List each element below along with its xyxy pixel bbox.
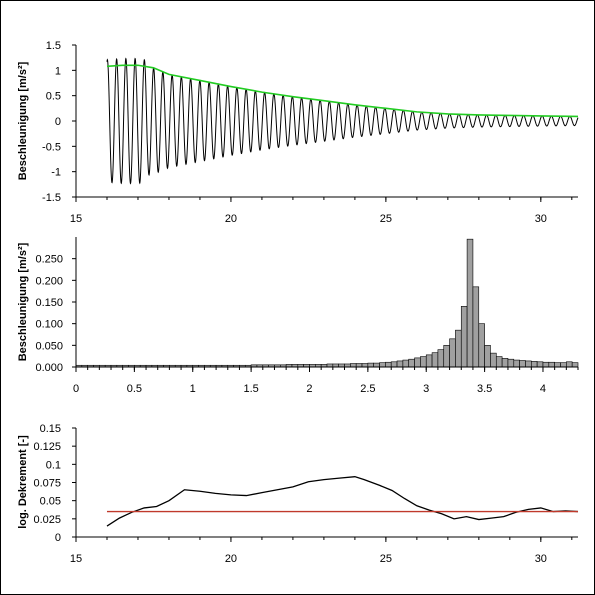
x-tick-label: 0: [73, 383, 79, 395]
bar: [501, 358, 509, 368]
y-tick-label: 0.075: [33, 478, 61, 490]
bar: [460, 306, 468, 368]
y-tick-label: 0.100: [35, 319, 63, 331]
bar: [560, 362, 567, 368]
x-tick-label: 3.5: [477, 383, 492, 395]
bar: [531, 361, 538, 368]
x-tick-label: 2: [306, 383, 312, 395]
bar: [350, 363, 357, 368]
y-tick-label: 1.5: [46, 40, 61, 52]
bar: [449, 338, 456, 368]
bar: [548, 361, 555, 368]
y-axis-label: Beschleunigung [m/s²]: [17, 242, 29, 361]
bar: [542, 361, 550, 368]
bar: [379, 362, 386, 368]
y-tick-label: -0.5: [42, 141, 61, 153]
y-axis-label: Beschleunigung [m/s²]: [17, 61, 29, 180]
y-tick-label: -1: [51, 167, 61, 179]
bar: [519, 360, 526, 368]
bar: [571, 362, 579, 368]
x-tick-label: 30: [535, 553, 547, 565]
bar: [414, 357, 421, 368]
bar: [490, 352, 497, 368]
bar: [495, 356, 503, 368]
x-tick-label: 3: [423, 383, 429, 395]
x-tick-label: 0.5: [127, 383, 142, 395]
y-tick-label: -1.5: [42, 192, 61, 204]
bar: [466, 238, 474, 368]
bar: [437, 349, 445, 368]
bar: [472, 286, 480, 368]
bar: [554, 362, 561, 368]
bar: [373, 362, 380, 368]
bar: [355, 363, 363, 368]
y-tick-label: 0.150: [35, 297, 63, 309]
envelope-line: [106, 64, 579, 118]
x-tick-label: 20: [225, 213, 237, 225]
x-tick-label: 2.5: [360, 383, 375, 395]
panel-2-axes: 0.250 0.200 0.150 0.100 0.050 0.000 0 0.5 1 1.5 2 2…: [17, 237, 579, 395]
bar: [420, 356, 427, 368]
y-tick-label: 1: [55, 65, 61, 77]
spectrum-bars: [75, 238, 579, 368]
y-tick-label: 0.000: [35, 362, 63, 374]
x-tick-label: 25: [380, 553, 392, 565]
bar: [566, 361, 573, 368]
bar: [536, 361, 544, 368]
y-tick-label: 0.200: [35, 275, 63, 287]
bar: [425, 354, 433, 368]
y-tick-label: 0.050: [35, 340, 63, 352]
signal-line: [106, 57, 579, 185]
bar: [484, 345, 491, 368]
x-tick-label: 1.5: [243, 383, 258, 395]
bar: [402, 359, 410, 368]
bar: [390, 361, 398, 368]
y-tick-label: 0.125: [33, 441, 61, 453]
bar: [443, 345, 450, 368]
decrement-line: [106, 476, 579, 527]
bar: [431, 352, 439, 368]
bar: [367, 362, 374, 368]
bar: [513, 359, 520, 368]
y-tick-label: 0: [55, 532, 61, 544]
bar: [361, 363, 369, 368]
bar: [408, 358, 415, 368]
x-tick-label: 15: [70, 213, 82, 225]
bar: [507, 358, 515, 368]
bar: [478, 323, 485, 368]
bar: [396, 360, 404, 368]
y-tick-label: 0.05: [40, 496, 61, 508]
panel-1-axes: 1.5 1 0.5 0 -0.5 -1 -1.5 15 20 25 30 Beschleunigung…: [17, 40, 578, 225]
y-tick-label: 0.15: [40, 423, 61, 435]
y-tick-label: 0.5: [46, 91, 61, 103]
y-tick-label: 0.250: [35, 254, 63, 266]
x-tick-label: 1: [190, 383, 196, 395]
bar: [385, 361, 392, 368]
x-tick-label: 25: [380, 213, 392, 225]
x-tick-label: 15: [70, 553, 82, 565]
y-tick-label: 0: [55, 116, 61, 128]
y-axis-label: log. Dekrement [-]: [17, 435, 29, 529]
panel-3-axes: 0.15 0.125 0.1 0.075 0.05 0.025 0 15 20 25 30 log. …: [17, 423, 578, 565]
x-tick-label: 4: [540, 383, 546, 395]
x-tick-label: 20: [225, 553, 237, 565]
y-tick-label: 0.025: [33, 514, 61, 526]
x-tick-label: 30: [535, 213, 547, 225]
bar: [455, 329, 462, 368]
bar: [525, 360, 532, 368]
y-tick-label: 0.1: [46, 459, 61, 471]
